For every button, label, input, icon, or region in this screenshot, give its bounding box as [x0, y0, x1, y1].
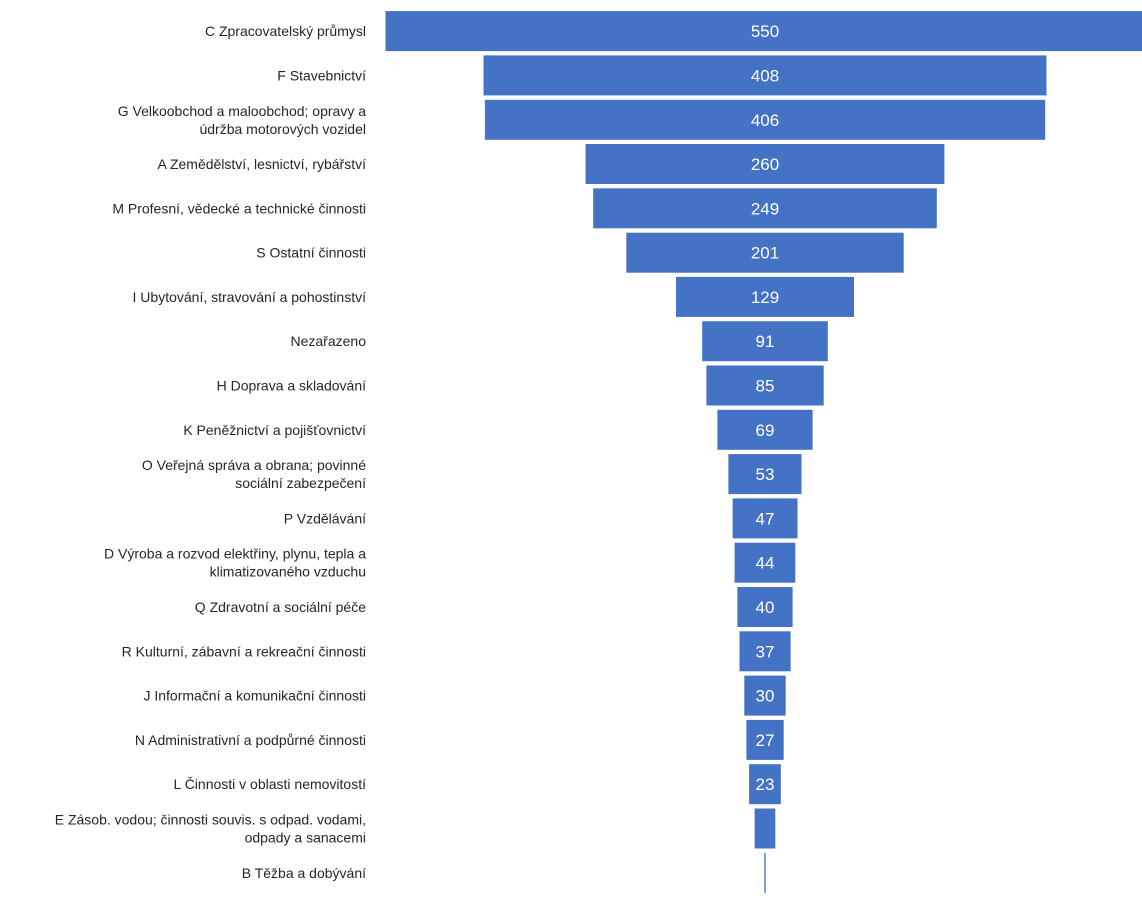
bar-value-label: 30 [756, 687, 775, 706]
bar-value-label: 47 [756, 509, 775, 528]
category-label: P Vzdělávání [284, 510, 366, 526]
funnel-bar [737, 587, 793, 627]
bar-value-label: 91 [756, 332, 775, 351]
funnel-bar [764, 852, 766, 893]
funnel-bar [717, 409, 813, 450]
category-label: N Administrativní a podpůrné činnosti [135, 732, 366, 748]
category-label: klimatizovaného vzduchu [210, 564, 366, 580]
bar-value-label: 406 [751, 111, 779, 130]
category-label: O Veřejná správa a obrana; povinné [142, 457, 366, 473]
category-label: E Zásob. vodou; činnosti souvis. s odpad… [55, 812, 366, 828]
bar-value-label: 37 [756, 642, 775, 661]
category-label: D Výroba a rozvod elektřiny, plynu, tepl… [104, 546, 366, 562]
funnel-bar [744, 675, 786, 716]
funnel-bar [484, 99, 1046, 140]
bar-value-label: 408 [751, 66, 779, 85]
funnel-bar [702, 321, 828, 362]
bar-value-label: 550 [751, 22, 779, 41]
category-label: H Doprava a skladování [217, 378, 367, 394]
category-label: Q Zdravotní a sociální péče [195, 599, 366, 615]
category-label: Nezařazeno [291, 333, 367, 349]
category-label: F Stavebnictví [277, 67, 366, 83]
bar-value-label: 85 [756, 377, 775, 396]
funnel-bar [749, 764, 781, 805]
funnel-bar [626, 232, 904, 273]
category-label: R Kulturní, zábavní a rekreační činnosti [122, 643, 366, 659]
bar-value-label: 129 [751, 288, 779, 307]
bar-value-label: 27 [756, 731, 775, 750]
bar-value-label: 44 [756, 554, 775, 573]
funnel-bar [483, 55, 1047, 96]
funnel-bar [385, 11, 1142, 52]
bar-value-label: 40 [756, 598, 775, 617]
category-label: M Profesní, vědecké a technické činnosti [112, 200, 366, 216]
bar-value-label: 260 [751, 155, 779, 174]
category-label: B Těžba a dobývání [242, 865, 366, 881]
category-label: L Činnosti v oblasti nemovitostí [174, 776, 367, 792]
category-label: C Zpracovatelský průmysl [205, 23, 366, 39]
funnel-bar [728, 454, 802, 495]
bar-value-label: 53 [756, 465, 775, 484]
category-label: K Peněžnictví a pojišťovnictví [183, 422, 366, 438]
bar-value-label: 69 [756, 421, 775, 440]
funnel-bar [593, 188, 937, 229]
funnel-bar [734, 542, 796, 583]
funnel-bar [739, 631, 791, 672]
funnel-bar [676, 276, 854, 317]
category-label: S Ostatní činnosti [256, 245, 366, 261]
funnel-bar [585, 144, 945, 184]
funnel-bar [732, 498, 798, 539]
funnel-bar [706, 365, 824, 406]
category-label: J Informační a komunikační činnosti [143, 688, 366, 704]
funnel-bar [754, 808, 776, 849]
category-label: A Zemědělství, lesnictví, rybářství [157, 156, 366, 172]
category-label: údržba motorových vozidel [199, 121, 366, 137]
category-label: odpady a sanacemi [245, 830, 366, 846]
category-label: sociální zabezpečení [235, 475, 366, 491]
funnel-bar [746, 719, 784, 760]
bar-value-label: 249 [751, 199, 779, 218]
bar-value-label: 23 [756, 775, 775, 794]
category-label: G Velkoobchod a maloobchod; opravy a [118, 103, 366, 119]
category-label: I Ubytování, stravování a pohostinství [133, 289, 367, 305]
bar-value-label: 201 [751, 244, 779, 263]
